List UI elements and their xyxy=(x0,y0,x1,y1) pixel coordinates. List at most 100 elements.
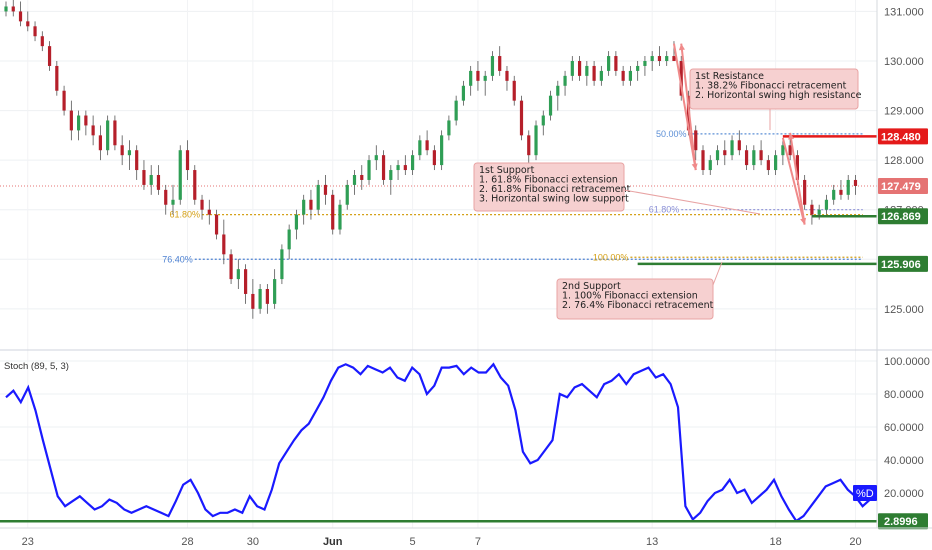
candle-body xyxy=(425,140,429,151)
candle-body xyxy=(77,115,81,131)
candle-body xyxy=(832,189,836,200)
candle-body xyxy=(824,199,829,210)
candle-body xyxy=(665,56,669,61)
candle-body xyxy=(592,65,596,81)
candlestick-series xyxy=(4,0,858,319)
candle-body xyxy=(440,135,444,166)
annotation-line: 2. 61.8% Fibonacci retracement xyxy=(479,184,631,195)
annotation-pointer xyxy=(712,261,723,286)
candle-body xyxy=(294,214,299,230)
candle-body xyxy=(200,199,204,210)
candle-body xyxy=(229,254,233,280)
annotation-line: 1st Support xyxy=(479,165,535,176)
candle-body xyxy=(694,130,698,151)
annotation-line: 1. 100% Fibonacci extension xyxy=(562,291,698,302)
annotation-line: 2. 76.4% Fibonacci retracement xyxy=(562,300,714,311)
swing-arrow xyxy=(781,137,806,225)
candle-body xyxy=(498,56,502,71)
fib-level-label: 61.80% xyxy=(170,210,201,220)
candle-body xyxy=(18,11,23,22)
stoch-tick-label: 20.0000 xyxy=(884,488,924,500)
annotation-box xyxy=(689,68,859,110)
annotation-line: 3. Horizontal swing low support xyxy=(479,194,629,205)
candle-body xyxy=(338,204,342,230)
candle-body xyxy=(302,199,306,215)
stoch-tick-label: 40.0000 xyxy=(884,455,924,467)
candle-body xyxy=(723,150,727,156)
candle-body xyxy=(164,189,168,205)
date-tick-label: 18 xyxy=(769,536,781,548)
stoch-series-label: %D xyxy=(856,488,874,500)
stoch-level-label: 2.8996 xyxy=(884,516,918,528)
candle-body xyxy=(621,70,625,81)
price-tag-label: 126.869 xyxy=(881,211,921,223)
candle-body xyxy=(135,150,139,171)
candle-body xyxy=(519,100,524,136)
stochastic-series xyxy=(0,362,877,523)
candle-body xyxy=(381,155,386,180)
candle-body xyxy=(781,145,785,156)
candle-body xyxy=(432,150,436,166)
candle-body xyxy=(643,61,647,66)
candle-body xyxy=(614,56,618,71)
date-tick-label: 5 xyxy=(410,536,416,548)
candle-body xyxy=(657,56,662,61)
candle-body xyxy=(490,56,495,76)
candle-body xyxy=(650,56,654,61)
price-tag-box xyxy=(878,177,928,194)
candle-body xyxy=(280,249,284,280)
candle-body xyxy=(759,150,763,161)
annotation-line: 1. 61.8% Fibonacci extension xyxy=(479,175,618,186)
candle-body xyxy=(563,75,567,86)
candle-body xyxy=(788,145,792,156)
candle-body xyxy=(323,184,328,195)
fib-level-label: 61.80% xyxy=(649,205,680,215)
candle-body xyxy=(236,269,240,280)
candle-body xyxy=(309,199,313,210)
candle-body xyxy=(47,46,52,66)
candle-body xyxy=(113,120,117,146)
candle-body xyxy=(534,125,538,156)
candle-body xyxy=(795,155,799,180)
candle-body xyxy=(548,95,553,116)
candle-body xyxy=(715,150,720,161)
candle-body xyxy=(418,140,422,156)
date-tick-label: 7 xyxy=(475,536,481,548)
candle-body xyxy=(222,234,226,255)
candle-body xyxy=(679,61,683,96)
candle-body xyxy=(98,135,102,151)
candle-body xyxy=(585,65,589,76)
stoch-level-tag xyxy=(878,513,928,530)
annotation-line: 2nd Support xyxy=(562,281,621,292)
stoch-tick-label: 80.0000 xyxy=(884,389,924,401)
annotation-pointer xyxy=(623,189,761,215)
fibonacci-levels: 50.00% 61.80% 61.80% 76.40% 100.00% xyxy=(162,129,863,264)
candle-body xyxy=(389,170,393,180)
candle-body xyxy=(628,70,633,81)
stoch-tick-label: 100.0000 xyxy=(884,356,930,368)
date-tick-label: 28 xyxy=(181,536,193,548)
candle-body xyxy=(185,150,190,171)
stoch-axis[interactable]: 100.0000 80.0000 60.0000 40.0000 20.0000 xyxy=(884,356,930,500)
candle-body xyxy=(243,269,248,294)
price-tag-box xyxy=(878,255,928,272)
price-tag-box xyxy=(878,128,928,145)
candle-body xyxy=(599,70,603,81)
date-axis[interactable]: 23 28 30 Jun 5 7 13 18 20 xyxy=(22,536,862,548)
candle-body xyxy=(505,70,509,81)
candle-body xyxy=(556,85,560,96)
candle-body xyxy=(672,56,676,61)
candle-body xyxy=(33,26,37,37)
candle-body xyxy=(345,184,349,205)
candle-body xyxy=(701,150,705,171)
candle-body xyxy=(483,75,487,81)
candle-body xyxy=(447,120,451,136)
candle-body xyxy=(577,61,582,76)
candle-body xyxy=(11,6,15,12)
candle-body xyxy=(403,165,407,171)
candle-body xyxy=(352,175,357,185)
annotation-box xyxy=(473,162,625,212)
candle-body xyxy=(62,90,66,111)
candle-body xyxy=(265,289,269,304)
